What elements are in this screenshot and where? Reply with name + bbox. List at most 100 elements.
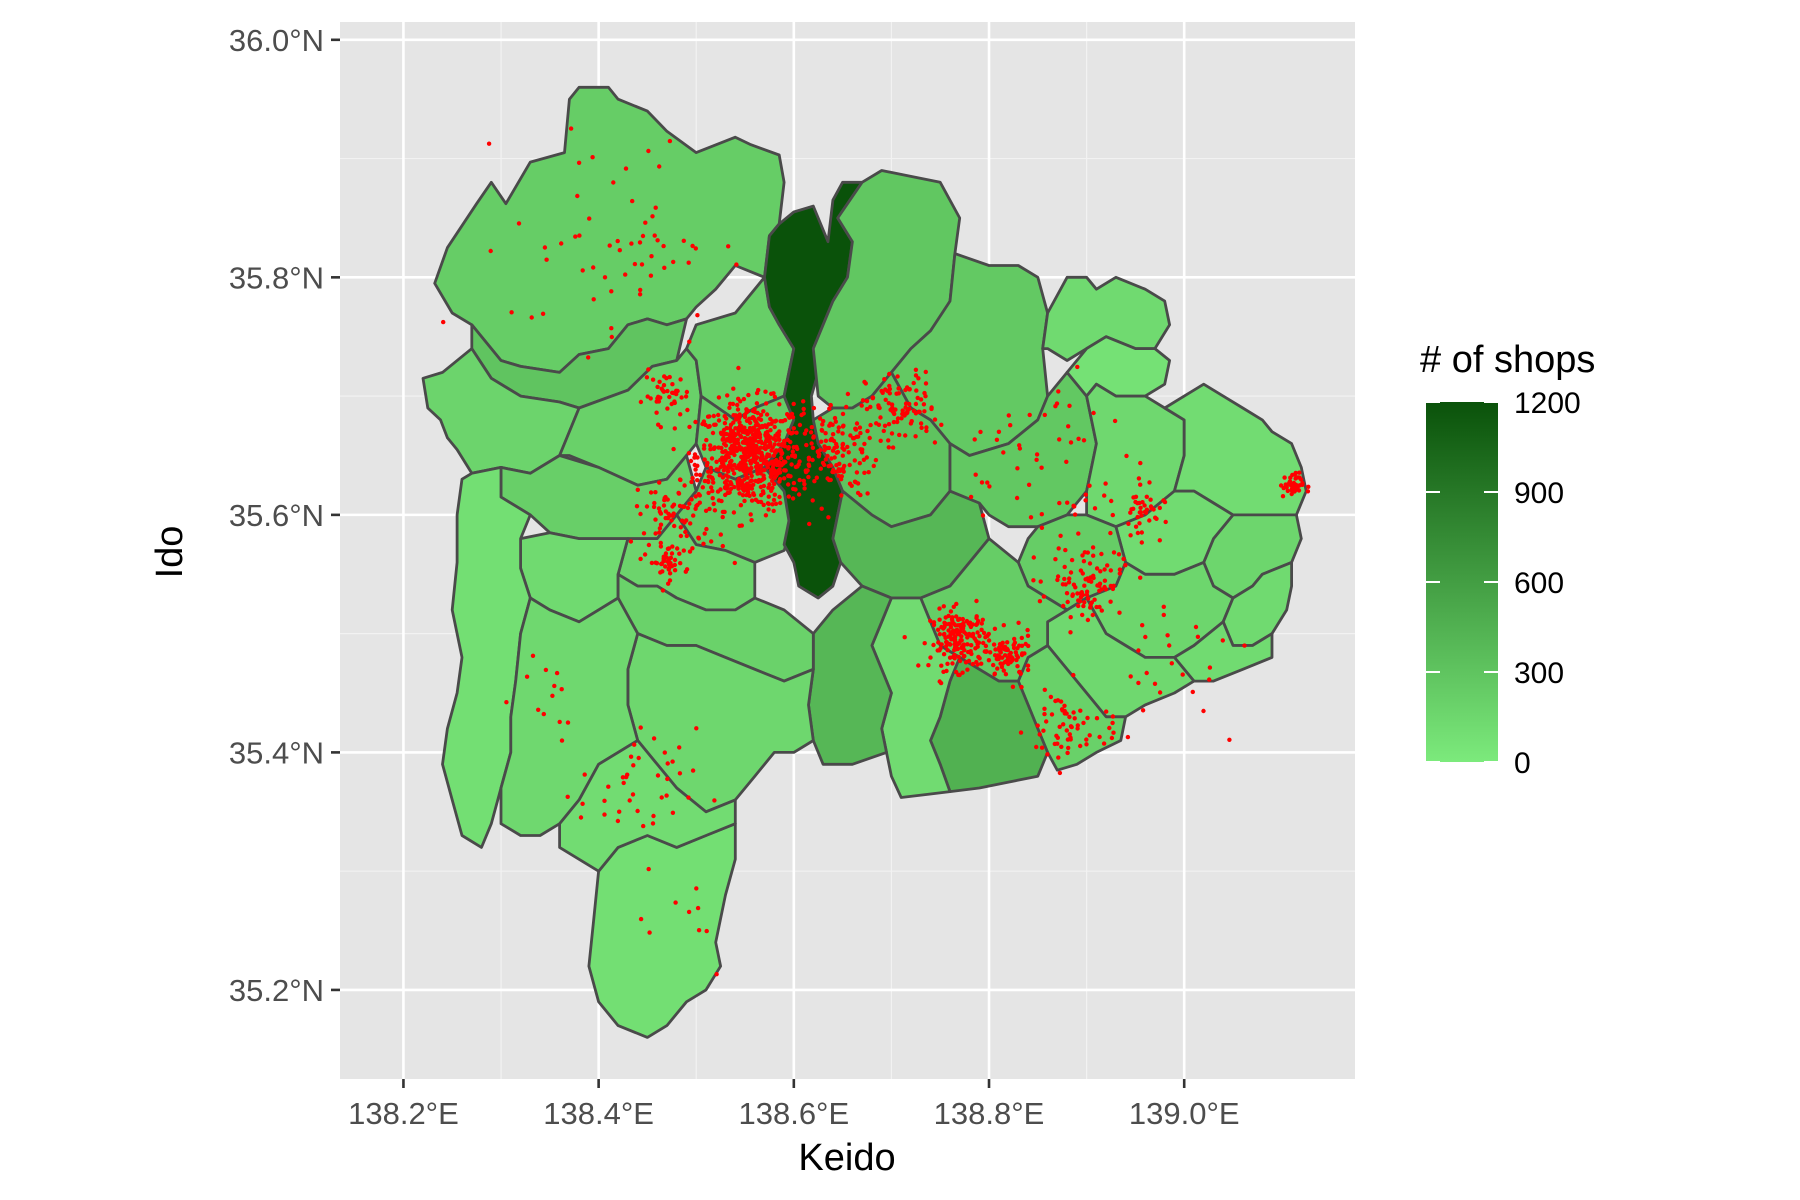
shop-point — [1056, 389, 1061, 394]
shop-point — [672, 523, 677, 529]
shop-point — [1049, 712, 1055, 717]
shop-point — [791, 401, 796, 407]
shop-point — [692, 452, 698, 457]
shop-point — [743, 462, 748, 467]
shop-point — [783, 468, 788, 473]
shop-point — [1102, 493, 1107, 498]
shop-point — [1220, 638, 1226, 643]
shop-point — [923, 381, 929, 386]
shop-point — [758, 439, 764, 444]
shop-point — [623, 166, 629, 171]
shop-point — [761, 476, 767, 481]
shop-point — [1019, 652, 1025, 658]
y-axis-title: Ido — [149, 526, 191, 579]
shop-point — [663, 494, 668, 500]
shop-point — [1008, 423, 1013, 428]
shop-point — [658, 522, 664, 527]
shop-point — [827, 406, 832, 411]
shop-point — [809, 441, 814, 446]
shop-point — [1108, 599, 1113, 604]
shop-point — [1135, 514, 1140, 520]
shop-point — [1057, 770, 1063, 776]
shop-point — [788, 439, 793, 445]
shop-point — [1161, 612, 1167, 618]
shop-point — [635, 808, 640, 814]
shop-point — [749, 484, 754, 489]
shop-point — [721, 449, 726, 455]
shop-point — [716, 395, 722, 400]
shop-point — [702, 457, 707, 462]
shop-point — [689, 497, 694, 502]
shop-point — [1025, 667, 1031, 673]
shop-point — [950, 629, 955, 635]
shop-point — [886, 401, 891, 406]
shop-point — [1014, 657, 1019, 663]
shop-point — [834, 441, 839, 447]
shop-point — [1135, 501, 1140, 506]
shop-point — [815, 449, 820, 454]
shop-point — [615, 238, 620, 244]
shop-point — [915, 395, 920, 401]
shop-point — [690, 243, 695, 249]
shop-point — [703, 508, 709, 513]
shop-point — [957, 658, 963, 664]
shop-point — [646, 367, 651, 372]
shop-point — [687, 549, 693, 554]
shop-point — [718, 430, 724, 435]
shop-point — [988, 650, 993, 655]
shop-point — [953, 623, 958, 628]
shop-point — [542, 245, 548, 250]
shop-point — [886, 438, 891, 443]
shop-point — [687, 424, 692, 430]
shop-point — [668, 561, 673, 566]
shop-point — [678, 377, 683, 382]
shop-point — [650, 377, 656, 382]
shop-point — [1057, 724, 1062, 729]
shop-point — [701, 446, 707, 451]
shop-point — [928, 618, 933, 624]
shop-point — [554, 670, 560, 676]
shop-point — [819, 506, 824, 511]
shop-point — [690, 475, 695, 481]
shop-point — [741, 466, 746, 472]
shop-point — [994, 437, 1000, 442]
shop-point — [955, 646, 960, 652]
shop-point — [650, 214, 655, 219]
shop-point — [726, 474, 731, 479]
shop-point — [939, 663, 944, 668]
shop-point — [730, 444, 735, 450]
shop-point — [1101, 741, 1107, 746]
shop-point — [974, 615, 979, 621]
shop-point — [812, 479, 817, 484]
shop-point — [1039, 465, 1044, 470]
shop-point — [1003, 672, 1009, 677]
shop-point — [939, 422, 944, 427]
shop-point — [1103, 481, 1108, 486]
shop-point — [786, 428, 791, 433]
shop-point — [1157, 505, 1163, 511]
shop-point — [1136, 680, 1141, 686]
shop-point — [694, 886, 699, 891]
shop-point — [664, 793, 669, 798]
shop-point — [975, 630, 980, 635]
shop-point — [661, 383, 667, 388]
shop-point — [1019, 635, 1024, 641]
shop-point — [748, 426, 753, 431]
shop-point — [1042, 412, 1048, 418]
shop-point — [646, 866, 651, 872]
shop-point — [735, 437, 740, 442]
shop-point — [907, 406, 912, 411]
shop-point — [1069, 557, 1075, 563]
shop-point — [701, 541, 706, 546]
shop-point — [951, 636, 956, 641]
shop-point — [786, 445, 791, 450]
shop-point — [973, 472, 978, 477]
shop-point — [810, 445, 816, 450]
shop-point — [662, 265, 667, 270]
shop-point — [952, 647, 957, 653]
shop-point — [1154, 516, 1159, 521]
shop-point — [1138, 482, 1143, 487]
shop-point — [671, 511, 676, 516]
shop-point — [623, 272, 628, 277]
shop-point — [1285, 488, 1291, 494]
